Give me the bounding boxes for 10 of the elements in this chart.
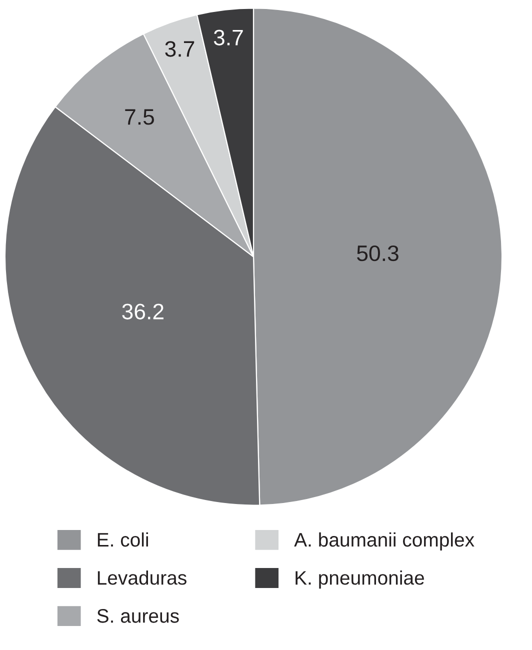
legend-label: S. aureus	[97, 609, 179, 623]
data-label: 7.5	[125, 109, 154, 125]
data-label: 3.7	[165, 41, 194, 57]
legend-label: K. pneumoniae	[296, 570, 424, 589]
data-label: 50.3	[357, 245, 398, 262]
legend-label: Levaduras	[98, 570, 186, 585]
legend-label: E. coli	[98, 532, 148, 547]
data-label: 3.7	[214, 30, 243, 46]
legend-label: A. baumanii complex	[294, 532, 474, 551]
data-label: 36.2	[122, 304, 164, 320]
